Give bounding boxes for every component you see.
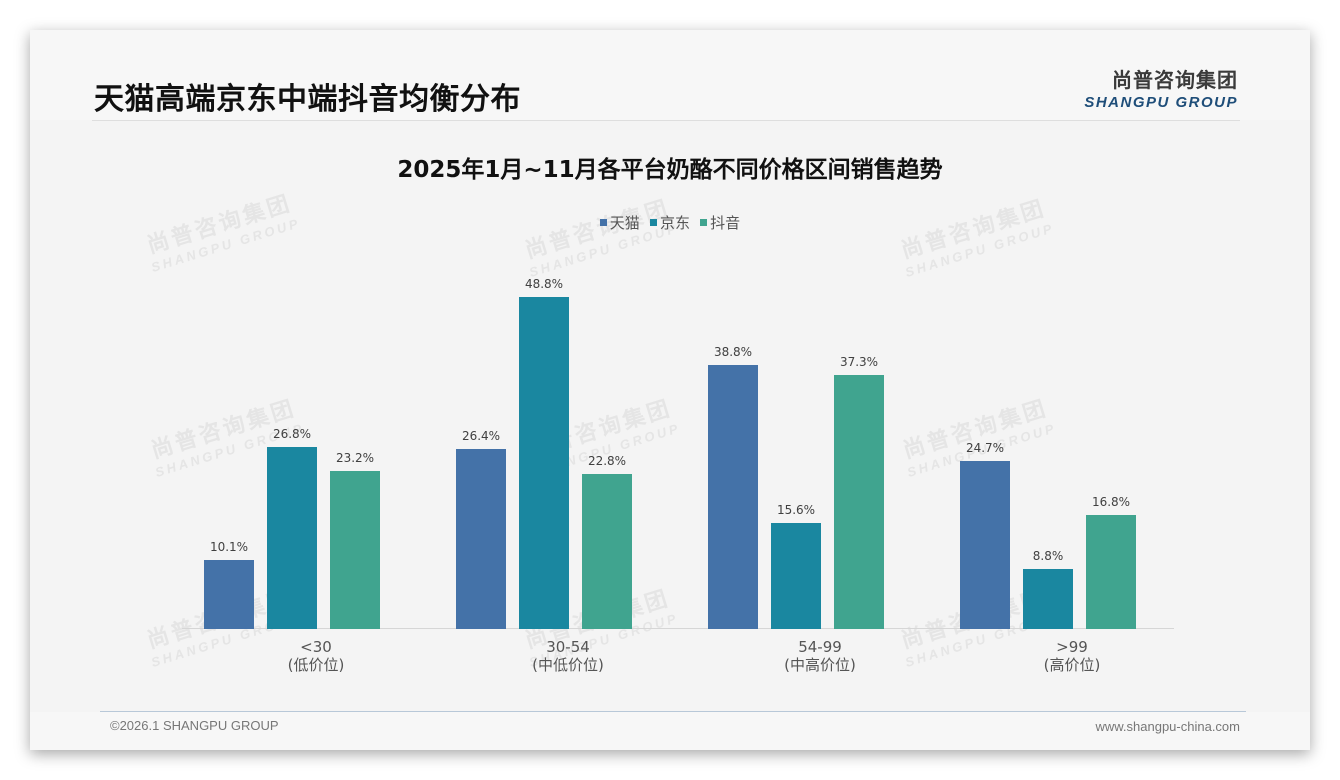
legend-item-jd: 京东 (649, 212, 690, 233)
bar-value-label: 37.3% (839, 355, 879, 370)
bar-value-label: 10.1% (209, 540, 249, 555)
bar (519, 296, 569, 629)
bar-group: 10.1% 26.8% 23.2% (182, 260, 434, 629)
category-range: <30 (300, 638, 332, 656)
bar-chart-plot-area: 10.1% 26.8% 23.2% 26.4% 48.8% 22.8% 38.8% 15.6%… (182, 260, 1174, 629)
bar (330, 471, 380, 629)
x-axis-line (182, 628, 1174, 629)
bar (456, 449, 506, 629)
x-axis-category-label: >99 (高价位) (946, 638, 1198, 674)
legend-swatch-icon (700, 219, 708, 226)
bar (582, 473, 632, 629)
x-axis-category-label: 30-54 (中低价位) (442, 638, 694, 674)
x-axis-category-label: 54-99 (中高价位) (694, 638, 946, 674)
bar (1023, 569, 1073, 629)
page-title: 天猫高端京东中端抖音均衡分布 (94, 82, 521, 117)
bar (708, 365, 758, 629)
slide: 天猫高端京东中端抖音均衡分布 尚普咨询集团 SHANGPU GROUP 尚普咨询… (30, 30, 1310, 750)
legend-swatch-icon (649, 219, 657, 226)
bar (204, 560, 254, 629)
bar-group: 38.8% 15.6% 37.3% (686, 260, 938, 629)
legend-swatch-icon (599, 219, 607, 226)
x-axis-category-label: <30 (低价位) (190, 638, 442, 674)
footer-copyright: ©2026.1 SHANGPU GROUP (110, 718, 279, 733)
bar-value-label: 38.8% (713, 345, 753, 359)
bar-value-label: 24.7% (965, 440, 1005, 455)
bar-group: 24.7% 8.8% 16.8% (938, 260, 1190, 629)
category-range: >99 (1056, 638, 1088, 656)
bar-value-label: 48.8% (524, 276, 564, 291)
category-tier: (中高价位) (784, 656, 856, 674)
footer-band (30, 712, 1310, 750)
category-tier: (低价位) (287, 656, 345, 674)
chart-title: 2025年1月~11月各平台奶酪不同价格区间销售趋势 (397, 157, 943, 183)
bar (960, 460, 1010, 629)
bar-value-label: 22.8% (587, 453, 627, 468)
bar-value-label: 26.4% (461, 429, 501, 444)
bar-value-label: 16.8% (1091, 494, 1131, 509)
logo-chinese-name: 尚普咨询集团 (1112, 68, 1238, 92)
header-divider (92, 120, 1240, 121)
bar-value-label: 15.6% (776, 502, 816, 517)
legend-item-tmall: 天猫 (599, 212, 640, 233)
header-band (30, 30, 1310, 120)
footer-website: www.shangpu-china.com (1095, 719, 1240, 734)
bar-value-label: 23.2% (335, 451, 375, 466)
bar (771, 522, 821, 629)
bar-value-label: 8.8% (1032, 549, 1064, 564)
bar-group: 26.4% 48.8% 22.8% (434, 260, 686, 629)
category-range: 30-54 (546, 638, 590, 656)
logo-english-name: SHANGPU GROUP (1084, 94, 1238, 111)
bar (267, 446, 317, 629)
category-tier: (高价位) (1043, 656, 1101, 674)
category-tier: (中低价位) (532, 656, 604, 674)
legend-item-douyin: 抖音 (700, 212, 740, 233)
bar-value-label: 26.8% (272, 426, 312, 441)
footer-divider (100, 711, 1246, 712)
bar (834, 375, 884, 629)
chart-legend: 天猫 京东 抖音 (30, 212, 1310, 233)
company-logo: 尚普咨询集团 SHANGPU GROUP (1084, 64, 1238, 111)
bar (1086, 514, 1136, 629)
category-range: 54-99 (798, 638, 842, 656)
